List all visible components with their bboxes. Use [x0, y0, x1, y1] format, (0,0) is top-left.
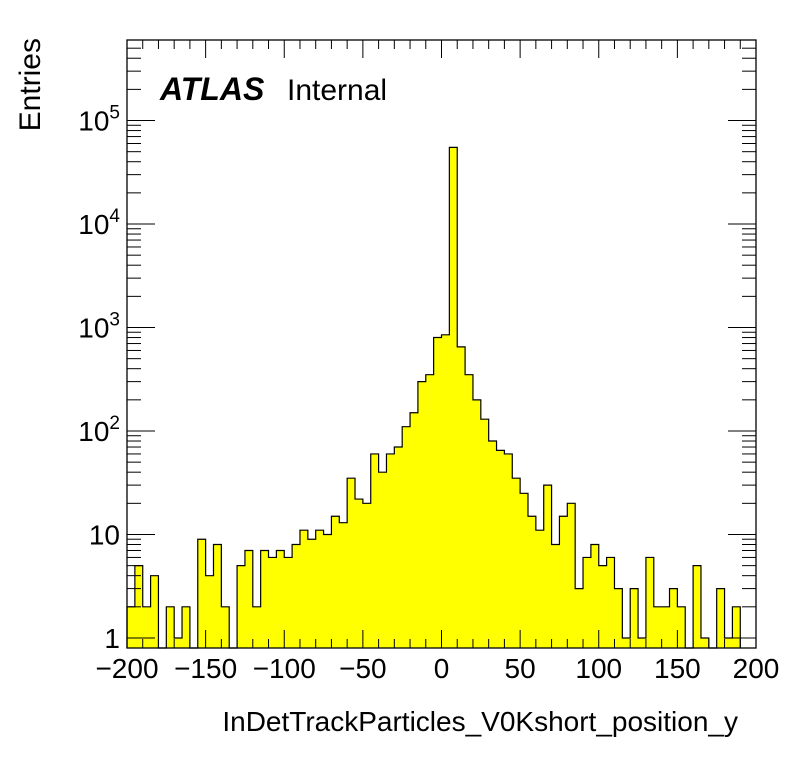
histogram-bin	[292, 544, 301, 648]
histogram-bin	[370, 453, 379, 648]
histogram-bin	[362, 503, 372, 648]
histogram-bin	[551, 544, 560, 648]
y-tick-label: 1	[104, 623, 120, 654]
histogram-bin	[567, 503, 576, 648]
histogram-bin	[653, 606, 663, 648]
histogram-bin	[197, 539, 207, 648]
histogram-bin	[724, 637, 733, 648]
y-axis-label: Entries	[14, 38, 47, 131]
histogram-bin	[433, 337, 442, 648]
histogram-bin	[417, 381, 427, 648]
histogram-bin	[716, 588, 725, 648]
histogram-bin	[590, 544, 600, 648]
histogram-bin	[598, 565, 608, 648]
histogram-bin	[700, 637, 710, 648]
histogram-bars	[126, 146, 741, 649]
x-tick-label: −150	[174, 653, 237, 684]
histogram-bin	[425, 374, 435, 648]
histogram-bin	[252, 606, 262, 648]
histogram-bin	[221, 606, 230, 648]
histogram-bin	[496, 450, 505, 648]
histogram-bin	[441, 334, 450, 648]
histogram-bin	[307, 539, 317, 648]
histogram-bin	[472, 399, 482, 648]
x-tick-label: 150	[654, 653, 701, 684]
histogram-bin	[669, 588, 678, 648]
y-axis-ticks: 1 10 102 103 104 105	[78, 39, 756, 654]
histogram-bin	[661, 606, 670, 648]
histogram-bin	[323, 534, 332, 648]
x-tick-label: 50	[505, 653, 536, 684]
histogram-bin	[394, 447, 403, 648]
y-tick-label: 102	[78, 413, 120, 447]
y-tick-label: 103	[78, 310, 120, 344]
x-tick-label: −50	[339, 653, 387, 684]
x-tick-label: −100	[253, 653, 316, 684]
y-tick-label: 104	[78, 206, 120, 240]
histogram-bin	[520, 493, 529, 648]
histogram-bin	[237, 565, 246, 648]
histogram-bin	[166, 606, 175, 648]
histogram-bin	[284, 557, 293, 648]
histogram-bin	[693, 565, 702, 648]
histogram-bin	[268, 557, 277, 648]
x-tick-label: 100	[575, 653, 622, 684]
histogram-bin	[622, 637, 631, 648]
histogram-bin	[299, 530, 309, 648]
histogram-bin	[527, 516, 537, 648]
histogram-bin	[488, 441, 497, 648]
histogram-bin	[205, 575, 214, 648]
x-axis-label: InDetTrackParticles_V0Kshort_position_y	[222, 706, 738, 737]
histogram-bin	[504, 453, 513, 648]
histogram-bin	[645, 557, 655, 648]
histogram-bin	[386, 453, 395, 648]
histogram-bin	[630, 588, 639, 648]
histogram-outline	[126, 146, 741, 649]
histogram-bin	[559, 516, 568, 648]
histogram-bin	[512, 478, 521, 648]
histogram-bin	[614, 588, 623, 648]
internal-label: Internal	[287, 74, 387, 107]
histogram-bin	[583, 557, 592, 648]
histogram-bin	[150, 575, 159, 648]
atlas-label: ATLAS	[159, 71, 265, 107]
histogram-bin	[638, 637, 647, 648]
histogram-bin	[339, 522, 348, 648]
x-tick-label: −200	[95, 653, 158, 684]
histogram-bin	[127, 606, 136, 648]
histogram-bin	[276, 550, 285, 648]
histogram-bin	[449, 147, 458, 648]
histogram-bin	[677, 606, 686, 648]
histogram-bin	[732, 606, 741, 648]
histogram-bin	[182, 606, 191, 648]
histogram-bin	[331, 516, 340, 648]
histogram-bin	[315, 530, 324, 648]
histogram-bin	[465, 374, 474, 648]
y-tick-label: 105	[78, 103, 120, 137]
histogram-bin	[410, 412, 419, 648]
x-axis-ticks: −200 −150 −100 −50 0 50 100 150 200	[95, 40, 779, 684]
histogram-bin	[244, 550, 254, 648]
histogram-bin	[142, 606, 151, 648]
histogram-bin	[260, 550, 269, 648]
histogram-bin	[402, 426, 411, 648]
histogram-bin	[480, 419, 490, 648]
histogram-bin	[378, 472, 387, 648]
y-tick-label: 10	[89, 519, 120, 550]
histogram-bin	[606, 557, 615, 648]
histogram-bin	[535, 530, 545, 648]
histogram-bin	[457, 346, 466, 648]
x-tick-label: 200	[733, 653, 780, 684]
histogram-bin	[347, 478, 356, 648]
histogram-bin	[213, 544, 222, 648]
histogram-bin	[174, 637, 183, 648]
histogram-bin	[355, 499, 364, 648]
histogram-bin	[543, 485, 552, 648]
histogram-bin	[575, 588, 584, 648]
x-tick-label: 0	[434, 653, 450, 684]
